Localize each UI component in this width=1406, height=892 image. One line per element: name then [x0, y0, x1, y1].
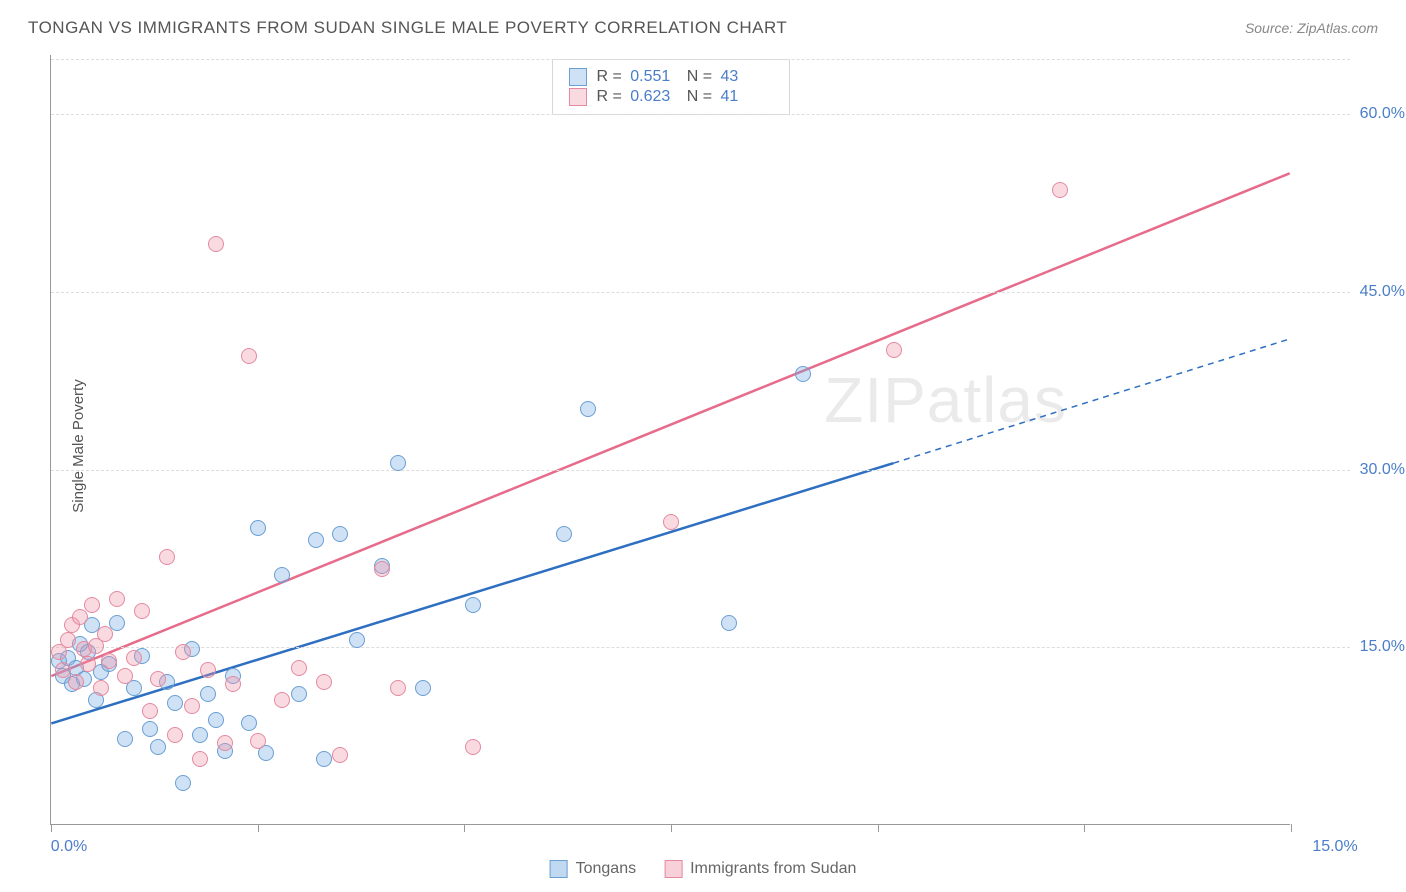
data-point	[175, 775, 191, 791]
data-point	[192, 751, 208, 767]
data-point	[332, 526, 348, 542]
data-point	[142, 721, 158, 737]
gridline	[51, 114, 1350, 115]
chart-title: TONGAN VS IMMIGRANTS FROM SUDAN SINGLE M…	[28, 18, 787, 38]
data-point	[68, 674, 84, 690]
data-point	[200, 662, 216, 678]
data-point	[465, 597, 481, 613]
data-point	[109, 615, 125, 631]
x-tick	[51, 824, 52, 832]
data-point	[80, 656, 96, 672]
data-point	[308, 532, 324, 548]
legend-row: R = 0.551 N = 43	[568, 68, 772, 86]
y-tick-label: 45.0%	[1360, 283, 1405, 301]
legend-item: Tongans	[550, 860, 637, 878]
x-tick	[878, 824, 879, 832]
data-point	[167, 727, 183, 743]
data-point	[184, 698, 200, 714]
x-tick	[1291, 824, 1292, 832]
x-tick	[258, 824, 259, 832]
data-point	[84, 597, 100, 613]
data-point	[663, 514, 679, 530]
data-point	[415, 680, 431, 696]
x-tick	[1084, 824, 1085, 832]
data-point	[159, 549, 175, 565]
data-point	[349, 632, 365, 648]
data-point	[109, 591, 125, 607]
y-tick-label: 60.0%	[1360, 105, 1405, 123]
data-point	[134, 603, 150, 619]
data-point	[316, 674, 332, 690]
gridline	[51, 59, 1350, 60]
data-point	[101, 653, 117, 669]
data-point	[250, 733, 266, 749]
gridline	[51, 292, 1350, 293]
data-point	[580, 401, 596, 417]
legend-stats: R = 0.551 N = 43	[596, 68, 772, 86]
data-point	[200, 686, 216, 702]
gridline	[51, 647, 1350, 648]
watermark-bold: ZIP	[824, 364, 927, 436]
data-point	[208, 712, 224, 728]
gridline	[51, 470, 1350, 471]
data-point	[465, 739, 481, 755]
data-point	[721, 615, 737, 631]
data-point	[316, 751, 332, 767]
source-label: Source: ZipAtlas.com	[1245, 20, 1378, 36]
data-point	[208, 236, 224, 252]
x-tick-label: 15.0%	[1312, 838, 1357, 856]
data-point	[142, 703, 158, 719]
plot-area: ZIPatlas R = 0.551 N = 43 R = 0.623 N = 4…	[50, 55, 1290, 825]
data-point	[175, 644, 191, 660]
data-point	[795, 366, 811, 382]
data-point	[291, 660, 307, 676]
legend-swatch	[568, 88, 586, 106]
legend-swatch	[664, 860, 682, 878]
series-legend: Tongans Immigrants from Sudan	[550, 860, 857, 878]
data-point	[332, 747, 348, 763]
legend-swatch	[568, 68, 586, 86]
data-point	[225, 676, 241, 692]
data-point	[390, 680, 406, 696]
data-point	[93, 680, 109, 696]
legend-label: Immigrants from Sudan	[690, 860, 856, 878]
watermark: ZIPatlas	[824, 363, 1067, 437]
x-tick-label: 0.0%	[51, 838, 87, 856]
x-tick	[464, 824, 465, 832]
legend-label: Tongans	[576, 860, 637, 878]
data-point	[217, 735, 233, 751]
data-point	[72, 609, 88, 625]
data-point	[117, 731, 133, 747]
correlation-legend: R = 0.551 N = 43 R = 0.623 N = 41	[551, 59, 789, 115]
y-tick-label: 30.0%	[1360, 461, 1405, 479]
legend-item: Immigrants from Sudan	[664, 860, 856, 878]
legend-row: R = 0.623 N = 41	[568, 88, 772, 106]
data-point	[291, 686, 307, 702]
data-point	[60, 632, 76, 648]
data-point	[241, 715, 257, 731]
data-point	[374, 561, 390, 577]
x-tick	[671, 824, 672, 832]
data-point	[150, 739, 166, 755]
trend-lines-svg	[51, 55, 1290, 824]
data-point	[274, 567, 290, 583]
data-point	[97, 626, 113, 642]
legend-swatch	[550, 860, 568, 878]
data-point	[390, 455, 406, 471]
data-point	[250, 520, 266, 536]
data-point	[126, 650, 142, 666]
data-point	[241, 348, 257, 364]
y-tick-label: 15.0%	[1360, 638, 1405, 656]
data-point	[1052, 182, 1068, 198]
data-point	[886, 342, 902, 358]
legend-stats: R = 0.623 N = 41	[596, 88, 772, 106]
data-point	[274, 692, 290, 708]
data-point	[556, 526, 572, 542]
data-point	[117, 668, 133, 684]
data-point	[192, 727, 208, 743]
data-point	[150, 671, 166, 687]
data-point	[167, 695, 183, 711]
watermark-thin: atlas	[927, 364, 1067, 436]
